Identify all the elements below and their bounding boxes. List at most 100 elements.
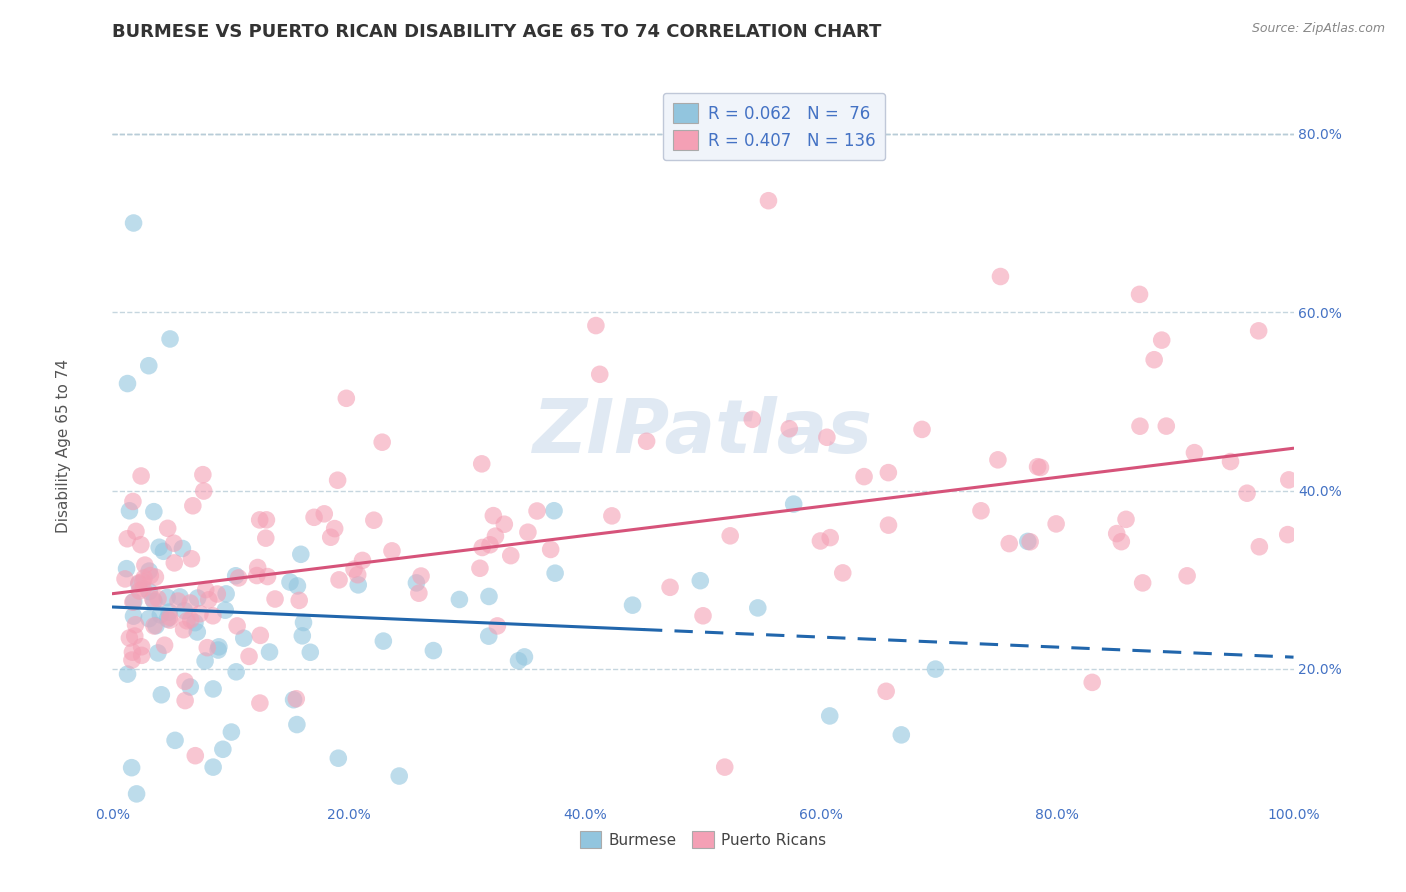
Point [911,422,934,436]
Point [540,542,562,557]
Point [877,518,900,533]
Point [1143,352,1166,367]
Point [1029,460,1052,475]
Point [180,613,202,627]
Point [232,631,254,645]
Point [291,629,314,643]
Point [143,619,166,633]
Point [134,571,156,585]
Point [167,594,190,608]
Point [718,529,741,543]
Point [692,608,714,623]
Point [482,508,505,523]
Point [246,560,269,574]
Point [363,513,385,527]
Point [589,368,612,382]
Point [156,591,179,605]
Point [499,549,522,563]
Point [125,524,148,539]
Point [1129,419,1152,434]
Point [408,586,430,600]
Point [478,629,501,643]
Point [600,508,623,523]
Point [302,510,325,524]
Point [259,645,281,659]
Point [782,497,804,511]
Point [319,530,342,544]
Point [1247,324,1270,338]
Point [159,332,181,346]
Point [122,494,145,508]
Point [494,517,516,532]
Point [159,613,181,627]
Point [208,640,231,654]
Point [283,692,305,706]
Point [877,466,900,480]
Point [173,604,195,618]
Point [156,612,179,626]
Point [132,582,155,596]
Point [191,467,214,482]
Text: Source: ZipAtlas.com: Source: ZipAtlas.com [1251,22,1385,36]
Point [194,582,217,597]
Point [998,536,1021,550]
Point [139,568,162,582]
Point [173,623,195,637]
Point [373,634,395,648]
Point [1026,459,1049,474]
Point [1132,575,1154,590]
Point [121,761,143,775]
Point [486,619,509,633]
Legend: Burmese, Puerto Ricans: Burmese, Puerto Ricans [574,824,832,855]
Point [118,631,141,645]
Point [121,653,143,667]
Point [174,674,197,689]
Point [254,513,277,527]
Point [924,662,946,676]
Point [145,570,167,584]
Point [228,571,250,585]
Point [207,643,229,657]
Point [238,649,260,664]
Point [1277,527,1299,541]
Point [508,654,530,668]
Point [181,499,204,513]
Point [328,751,350,765]
Point [226,619,249,633]
Point [128,576,150,591]
Point [299,645,322,659]
Point [292,615,315,630]
Point [405,575,427,590]
Point [201,608,224,623]
Point [853,469,876,483]
Point [207,587,229,601]
Point [544,566,567,581]
Point [184,748,207,763]
Point [197,592,219,607]
Point [815,430,838,444]
Point [264,592,287,607]
Point [134,558,156,573]
Point [117,532,139,546]
Point [163,556,186,570]
Point [125,787,148,801]
Point [122,216,145,230]
Point [128,577,150,591]
Point [254,531,277,545]
Point [352,553,374,567]
Point [1017,534,1039,549]
Point [343,562,366,576]
Point [659,580,682,594]
Point [990,269,1012,284]
Point [128,584,150,599]
Point [142,591,165,606]
Point [186,625,208,640]
Point [810,533,832,548]
Point [153,638,176,652]
Point [122,609,145,624]
Point [478,590,501,604]
Point [132,574,155,589]
Point [172,541,194,556]
Point [1219,454,1241,468]
Point [138,584,160,599]
